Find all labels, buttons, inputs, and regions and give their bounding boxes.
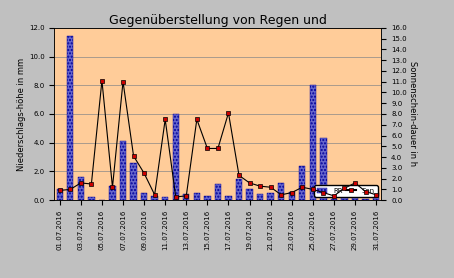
Bar [299, 166, 306, 200]
Bar [183, 194, 189, 200]
Bar [320, 138, 326, 200]
Bar [109, 186, 116, 200]
Bar [215, 184, 221, 200]
Bar [130, 163, 137, 200]
Bar [225, 196, 232, 200]
Bar [120, 141, 126, 200]
Y-axis label: Sonnenschein-dauer in h: Sonnenschein-dauer in h [408, 61, 417, 167]
Bar [278, 183, 284, 200]
Bar [362, 199, 369, 200]
Bar [194, 193, 200, 200]
Bar [247, 189, 253, 200]
Bar [78, 177, 84, 200]
Bar [373, 193, 379, 200]
Bar [352, 189, 358, 200]
Bar [67, 36, 74, 200]
Y-axis label: Niederschlags-höhe in mm: Niederschlags-höhe in mm [17, 58, 26, 170]
Bar [267, 193, 274, 200]
Bar [331, 199, 337, 200]
Bar [88, 197, 94, 200]
Bar [152, 196, 158, 200]
Bar [257, 194, 263, 200]
Bar [289, 192, 295, 200]
Bar [204, 196, 211, 200]
Bar [236, 178, 242, 200]
Bar [341, 197, 348, 200]
Legend: RR, Son: RR, Son [314, 185, 378, 197]
Bar [57, 189, 63, 200]
Bar [173, 114, 179, 200]
Title: Gegenüberstellung von Regen und: Gegenüberstellung von Regen und [109, 14, 327, 27]
Bar [310, 85, 316, 200]
Bar [162, 197, 168, 200]
Bar [141, 193, 147, 200]
